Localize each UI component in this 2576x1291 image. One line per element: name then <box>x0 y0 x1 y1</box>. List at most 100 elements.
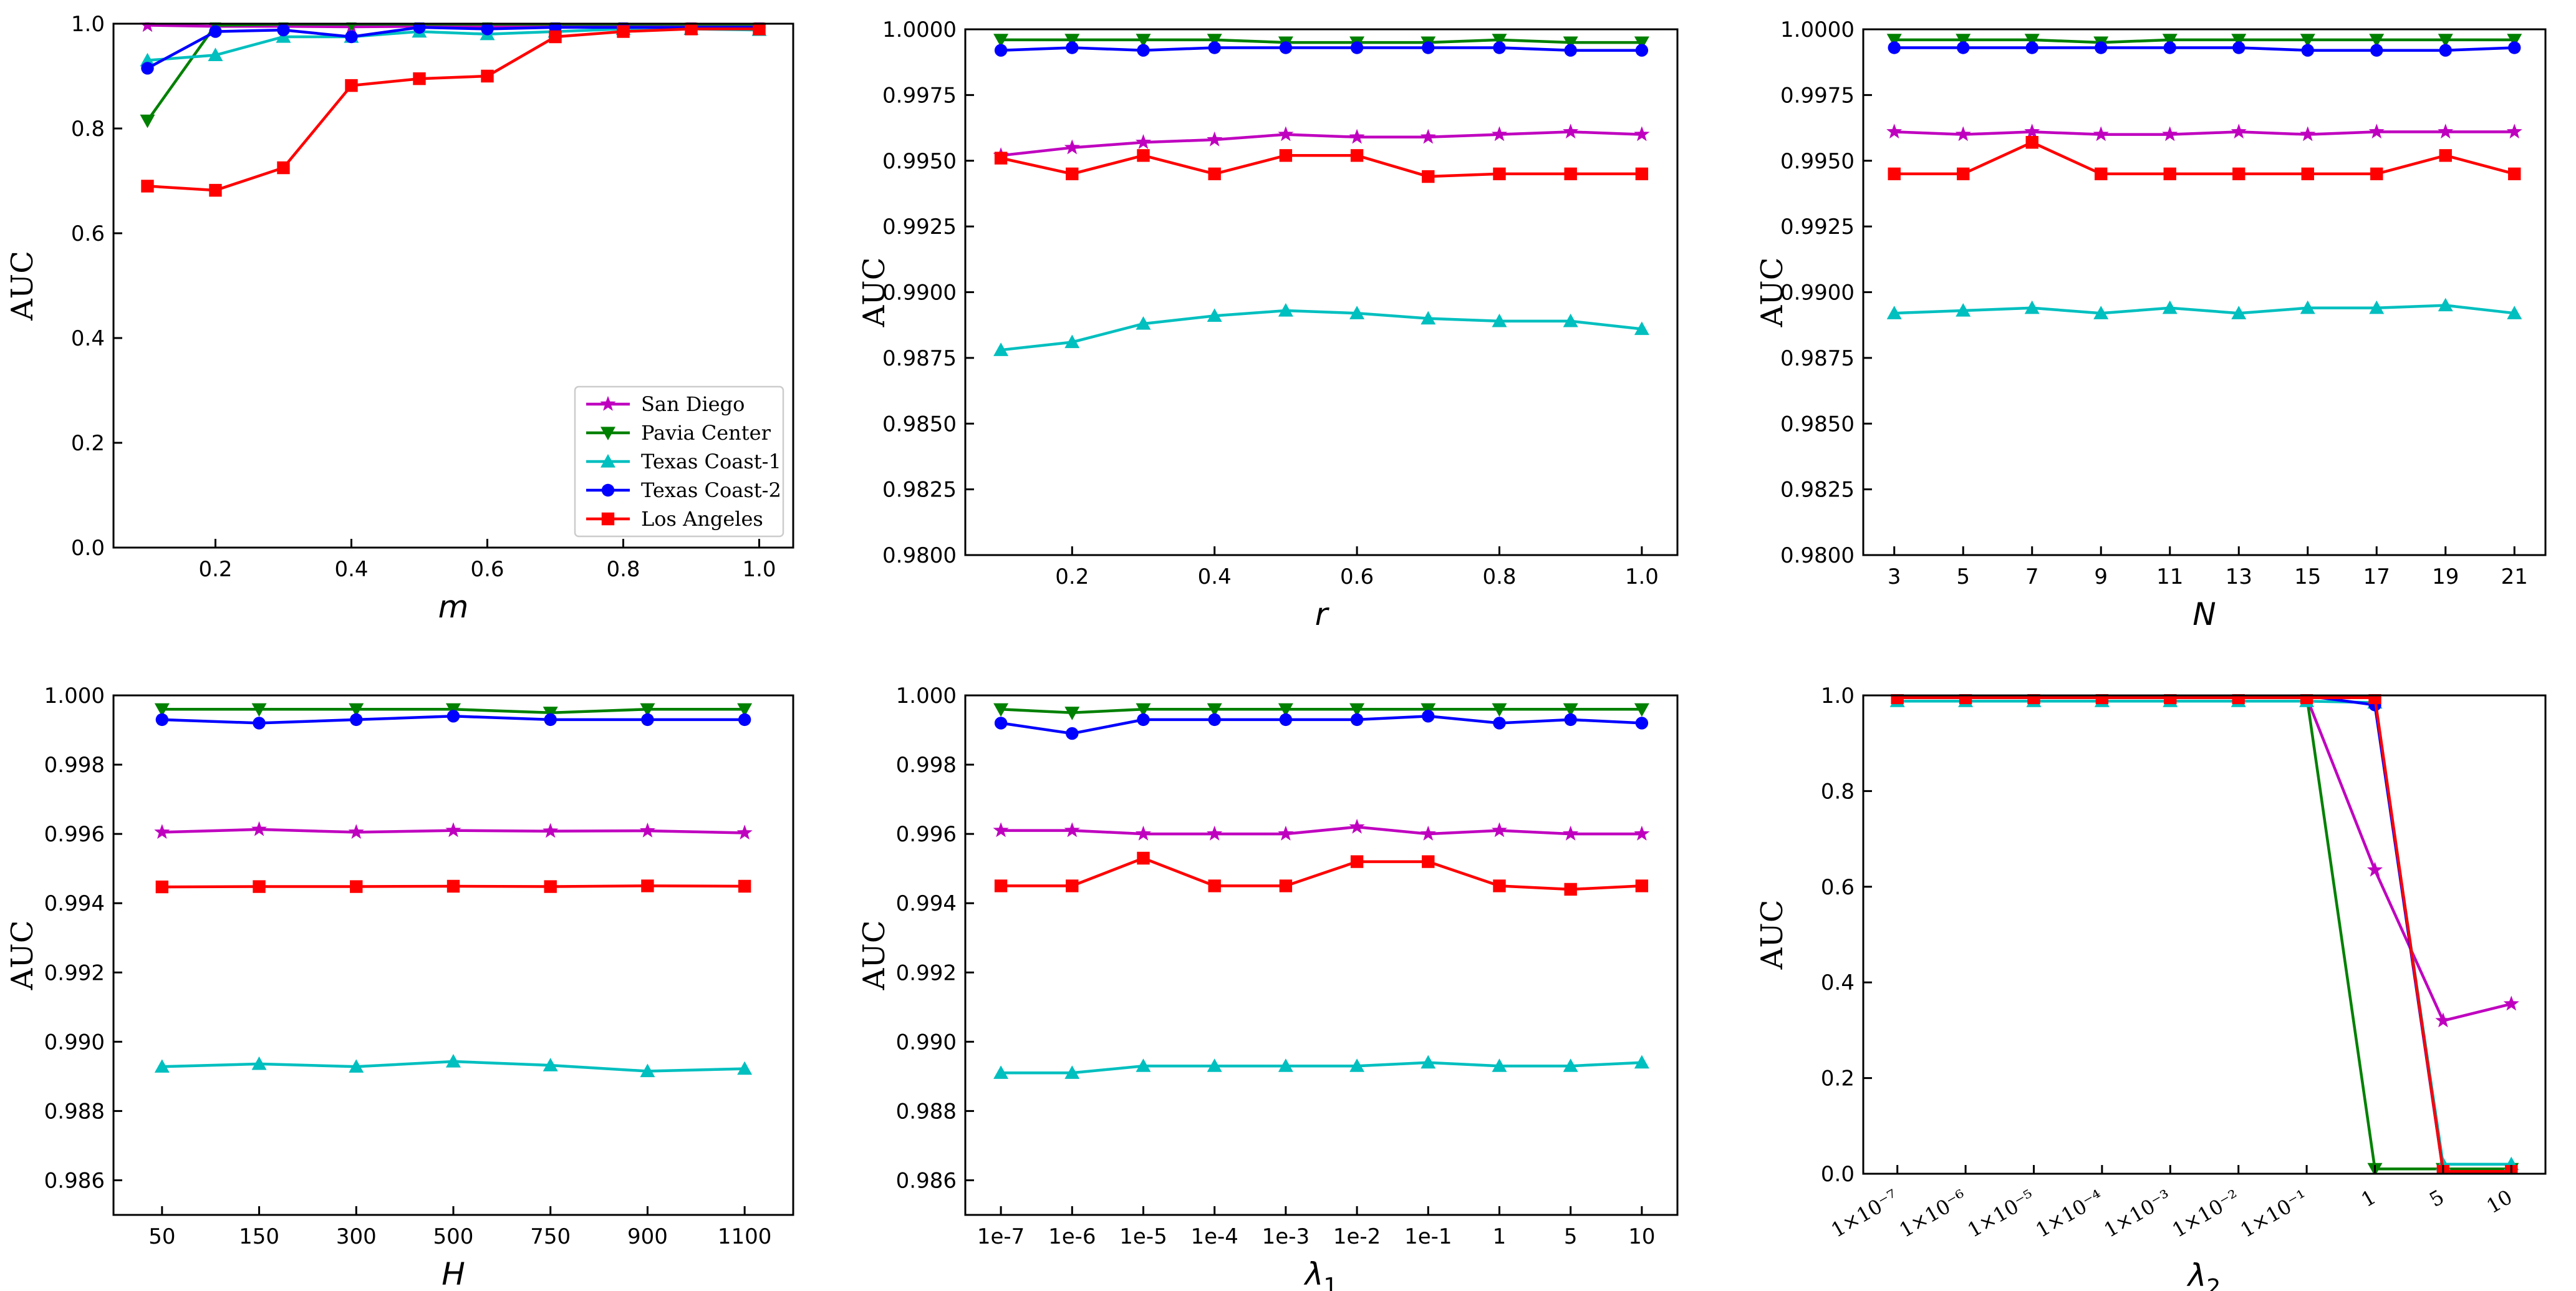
series-line-san-diego <box>1897 695 2512 1023</box>
x-axis-label-subscript: 2 <box>2206 1275 2221 1291</box>
data-point-pavia-center <box>1634 36 1649 51</box>
y-axis-label: AUC <box>857 258 892 328</box>
series-line-texas-coast-1 <box>1894 304 2515 315</box>
data-point-los-angeles <box>209 183 222 197</box>
x-axis-label: H <box>441 1256 465 1291</box>
series-line-texas-coast-1 <box>1001 1061 1643 1075</box>
y-tick-label: 1.0 <box>1821 684 1855 708</box>
x-tick-label: 1.0 <box>1625 564 1659 589</box>
data-point-los-angeles <box>2232 694 2245 705</box>
series-line-pavia-center <box>1000 707 1642 715</box>
x-tick-label: 9 <box>2094 564 2108 589</box>
data-point-los-angeles <box>617 25 630 38</box>
data-point-los-angeles <box>2095 167 2108 181</box>
data-point-texas-coast-2 <box>2025 41 2038 54</box>
data-point-pavia-center <box>2231 34 2247 47</box>
data-point-texas-coast-1 <box>1956 303 1971 317</box>
data-point-los-angeles <box>2301 167 2314 181</box>
y-tick-label: 0.2 <box>71 431 105 456</box>
x-tick-label: 1e-4 <box>1190 1224 1238 1249</box>
data-point-los-angeles <box>1137 851 1150 865</box>
y-tick-label: 0.9975 <box>1780 83 1855 108</box>
data-point-los-angeles <box>1208 879 1221 892</box>
data-point-texas-coast-1 <box>1563 1058 1578 1072</box>
data-point-san-diego <box>2438 123 2454 139</box>
data-point-san-diego <box>1491 126 1508 142</box>
y-tick-label: 0.6 <box>1821 875 1855 900</box>
series-line-los-angeles <box>1894 140 2515 176</box>
data-point-texas-coast-1 <box>251 1056 267 1070</box>
y-tick-label: 0.994 <box>896 891 957 916</box>
x-axis-label: N <box>2192 596 2216 632</box>
x-tick-label: 750 <box>530 1224 571 1249</box>
data-point-los-angeles <box>1957 167 1970 181</box>
y-tick-label: 0.986 <box>44 1168 105 1193</box>
legend-frame <box>574 385 784 538</box>
x-tick-label: 1×10⁻¹ <box>2236 1185 2312 1242</box>
data-point-san-diego <box>1135 134 1152 149</box>
y-axis-label: AUC <box>5 921 40 991</box>
data-point-san-diego <box>1563 123 1579 139</box>
data-point-pavia-center <box>2024 34 2040 47</box>
legend-label-los-angeles: Los Angeles <box>641 507 763 531</box>
y-axis-label: AUC <box>857 921 892 991</box>
x-axis-label: λ1 <box>1303 1256 1338 1291</box>
data-point-san-diego <box>993 822 1009 838</box>
y-tick-label: 0.992 <box>44 960 105 985</box>
x-tick-label: 0.2 <box>1055 564 1089 589</box>
y-tick-label: 0.998 <box>44 753 105 778</box>
y-tick-label: 0.9850 <box>882 412 957 437</box>
data-point-los-angeles <box>2508 167 2521 181</box>
x-tick-label: 0.6 <box>470 557 504 582</box>
data-point-texas-coast-2 <box>1279 41 1293 54</box>
legend-marker-texas-coast-2 <box>601 483 615 497</box>
data-point-texas-coast-2 <box>1422 41 1435 54</box>
data-point-pavia-center <box>1563 36 1578 51</box>
axes-frame <box>1862 28 2547 556</box>
y-axis-label: AUC <box>1755 258 1790 328</box>
data-point-texas-coast-2 <box>446 710 460 723</box>
data-point-san-diego <box>445 822 461 838</box>
x-tick-label: 10 <box>1628 1224 1655 1249</box>
data-point-pavia-center <box>1563 703 1578 717</box>
data-point-san-diego <box>1207 825 1223 841</box>
data-point-texas-coast-2 <box>2163 41 2176 54</box>
data-point-pavia-center <box>1492 34 1507 47</box>
data-point-san-diego <box>1563 825 1579 841</box>
y-tick-label: 0.994 <box>44 891 105 916</box>
data-point-los-angeles <box>994 879 1008 892</box>
data-point-texas-coast-2 <box>2508 41 2521 54</box>
legend-marker-pavia-center <box>601 427 615 440</box>
axes-frame <box>1862 694 2547 1175</box>
data-point-san-diego <box>2231 123 2247 139</box>
data-point-los-angeles <box>1279 149 1293 162</box>
y-tick-label: 0.9925 <box>1780 215 1855 239</box>
data-point-pavia-center <box>2438 34 2453 47</box>
x-tick-label: 21 <box>2501 564 2528 589</box>
data-point-texas-coast-2 <box>2095 41 2108 54</box>
y-tick-label: 0.9900 <box>882 281 957 306</box>
data-point-texas-coast-1 <box>2024 300 2040 314</box>
data-point-los-angeles <box>1279 879 1293 892</box>
data-point-los-angeles <box>1422 170 1435 183</box>
data-point-los-angeles <box>753 22 766 36</box>
data-point-los-angeles <box>2163 167 2176 181</box>
data-point-san-diego <box>736 824 753 840</box>
data-point-pavia-center <box>1349 703 1365 717</box>
y-axis-label: AUC <box>5 251 40 321</box>
data-point-san-diego <box>2093 126 2109 142</box>
x-tick-label: 3 <box>1888 564 1901 589</box>
data-point-texas-coast-2 <box>350 713 363 727</box>
x-tick-label: 19 <box>2432 564 2459 589</box>
data-point-san-diego <box>348 824 364 839</box>
data-point-texas-coast-2 <box>1564 44 1577 57</box>
data-point-los-angeles <box>1959 694 1972 705</box>
chart-panel-lambda2: 0.00.20.40.60.81.01×10⁻⁷1×10⁻⁶1×10⁻⁵1×10… <box>1755 684 2547 1291</box>
data-point-texas-coast-1 <box>446 1053 461 1068</box>
data-point-texas-coast-1 <box>1421 1055 1436 1069</box>
data-point-pavia-center <box>2300 34 2315 47</box>
legend-marker-texas-coast-1 <box>601 454 615 468</box>
legend-label-pavia-center: Pavia Center <box>641 421 771 445</box>
data-point-pavia-center <box>1064 34 1080 47</box>
legend: San Diego Pavia Center Texas Coast-1 Texas … <box>574 385 784 538</box>
